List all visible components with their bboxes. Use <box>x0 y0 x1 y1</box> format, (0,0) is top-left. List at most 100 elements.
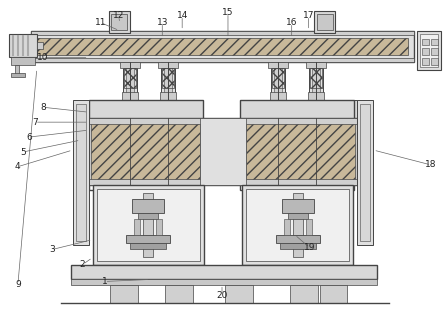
Bar <box>268 62 288 68</box>
Bar <box>31 31 414 62</box>
Text: 18: 18 <box>425 160 437 169</box>
Bar <box>124 68 136 88</box>
Bar <box>280 243 316 249</box>
Bar <box>108 11 131 32</box>
Bar <box>111 14 127 30</box>
Bar <box>422 49 429 55</box>
Text: 9: 9 <box>15 280 21 289</box>
Bar <box>31 59 414 62</box>
Bar <box>420 34 438 67</box>
Bar <box>11 57 35 66</box>
Bar <box>89 100 203 118</box>
Bar <box>162 68 174 88</box>
Bar <box>240 100 354 190</box>
Bar <box>313 11 336 32</box>
Bar <box>135 219 140 235</box>
Bar <box>71 265 377 279</box>
Bar <box>361 104 370 241</box>
Bar <box>9 34 37 57</box>
Text: 12: 12 <box>113 11 124 20</box>
Bar <box>92 185 204 265</box>
Bar <box>89 118 357 185</box>
Bar <box>320 285 348 303</box>
Bar <box>15 66 19 75</box>
Bar <box>270 92 286 100</box>
Bar <box>73 100 89 245</box>
Bar <box>160 92 176 100</box>
Bar <box>96 189 200 261</box>
Bar <box>308 92 324 100</box>
Bar <box>431 59 438 66</box>
Bar <box>317 14 333 30</box>
Bar <box>127 66 135 226</box>
Bar <box>242 185 353 265</box>
Bar <box>158 62 178 68</box>
Bar <box>111 285 139 303</box>
Bar <box>284 219 289 235</box>
Bar <box>274 66 282 226</box>
Bar <box>422 59 429 66</box>
Bar <box>422 38 429 45</box>
Bar <box>71 279 377 285</box>
Bar <box>288 213 308 219</box>
Bar <box>309 68 321 88</box>
Text: 2: 2 <box>80 260 85 269</box>
Bar <box>246 122 355 181</box>
Bar <box>305 219 312 235</box>
Text: 11: 11 <box>95 18 106 27</box>
Bar <box>156 219 162 235</box>
Text: 14: 14 <box>176 11 188 20</box>
Bar <box>431 49 438 55</box>
Bar <box>89 100 203 190</box>
Bar <box>165 285 193 303</box>
Bar <box>289 285 317 303</box>
Bar <box>143 193 153 256</box>
Bar <box>131 243 166 249</box>
Bar <box>200 118 246 185</box>
Text: 13: 13 <box>157 18 168 27</box>
Bar <box>305 62 325 68</box>
Text: 20: 20 <box>216 291 228 300</box>
Bar <box>293 193 303 256</box>
Text: 15: 15 <box>222 8 234 17</box>
Bar <box>37 37 408 55</box>
Bar <box>431 38 438 45</box>
Bar <box>272 68 284 88</box>
Bar <box>120 62 140 68</box>
Bar <box>89 179 357 185</box>
Bar <box>161 62 175 230</box>
Bar <box>123 62 137 230</box>
Text: 19: 19 <box>304 243 315 252</box>
Bar <box>164 66 172 226</box>
Text: 10: 10 <box>37 53 48 62</box>
Bar <box>139 213 158 219</box>
Bar <box>127 235 170 243</box>
Text: 3: 3 <box>49 245 55 254</box>
Bar <box>309 62 322 230</box>
Bar <box>31 31 414 35</box>
Bar <box>75 104 86 241</box>
Bar <box>357 100 373 245</box>
Bar <box>91 122 200 181</box>
Bar <box>417 31 441 70</box>
Bar <box>246 189 349 261</box>
Text: 16: 16 <box>286 18 297 27</box>
Bar <box>37 42 43 49</box>
Bar <box>240 100 357 118</box>
Text: 1: 1 <box>102 277 107 286</box>
Bar <box>271 62 285 230</box>
Bar <box>123 92 139 100</box>
Text: 7: 7 <box>32 118 38 127</box>
Bar <box>11 73 25 77</box>
Bar <box>312 66 320 226</box>
Bar <box>225 285 253 303</box>
Text: 4: 4 <box>14 163 20 171</box>
Bar <box>89 118 357 124</box>
Bar <box>276 235 320 243</box>
Text: 5: 5 <box>20 147 26 157</box>
Text: 8: 8 <box>40 103 46 112</box>
Text: 17: 17 <box>303 11 314 20</box>
Bar <box>132 199 164 213</box>
Bar <box>282 199 313 213</box>
Text: 6: 6 <box>26 133 32 141</box>
